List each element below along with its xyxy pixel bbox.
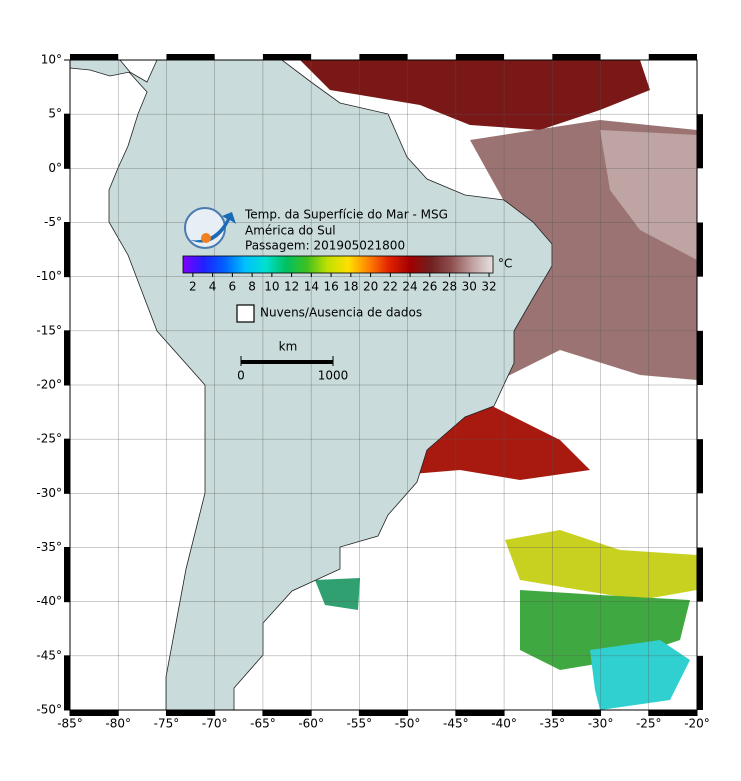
frame-block [64,222,70,277]
legend-swatch [236,304,255,323]
y-tick-label: 10° [41,53,62,67]
colorbar-tick-label: 16 [323,280,338,294]
colorbar-unit: °C [498,257,512,271]
sst-east-light [600,130,697,260]
y-tick-label: -5° [44,215,62,229]
frame-block [552,54,601,60]
colorbar-tick-label: 26 [422,280,437,294]
logo [184,207,236,249]
x-tick-label: -70° [202,717,228,731]
frame-block [64,330,70,385]
colorbar-tick-label: 12 [284,280,299,294]
colorbar-tick-label: 28 [442,280,457,294]
x-tick-label: -45° [443,717,469,731]
colorbar-tick-label: 6 [229,280,237,294]
frame-block [64,439,70,494]
x-tick-label: -65° [250,717,276,731]
y-tick-label: -15° [36,323,62,337]
colorbar-tick-label: 30 [462,280,477,294]
x-tick-label: -85° [57,717,83,731]
frame-block [64,114,70,169]
colorbar-tick-label: 32 [481,280,496,294]
colorbar-tick-label: 2 [189,280,197,294]
frame-block [166,710,215,716]
colorbar-tick-label: 20 [363,280,378,294]
x-tick-label: -60° [298,717,324,731]
y-tick-label: -30° [36,486,62,500]
title-line: América do Sul [245,224,336,238]
scale-unit: km [279,340,298,354]
scale-bar [241,360,333,364]
y-tick-label: -10° [36,269,62,283]
frame-block [552,710,601,716]
x-tick-label: -80° [105,717,131,731]
frame-block [697,222,703,277]
x-tick-label: -25° [636,717,662,731]
colorbar-tick-label: 4 [209,280,217,294]
frame-block [166,54,215,60]
colorbar-tick-label: 24 [402,280,417,294]
y-tick-label: -35° [36,540,62,554]
y-tick-label: -40° [36,594,62,608]
colorbar-tick-label: 10 [264,280,279,294]
x-tick-label: -50° [395,717,421,731]
scale-tick-label: 0 [237,369,245,383]
colorbar-tick-label: 18 [343,280,358,294]
sst-small-green [315,578,360,610]
x-tick-label: -55° [347,717,373,731]
x-tick-label: -20° [684,717,710,731]
colorbar-tick-label: 14 [304,280,319,294]
x-tick-label: -35° [540,717,566,731]
frame-block [648,710,697,716]
frame-block [697,330,703,385]
frame-block [455,54,505,60]
scale-tick-label: 1000 [318,369,349,383]
frame-block [64,655,70,710]
frame-block [697,114,703,169]
y-tick-label: 5° [48,107,62,121]
colorbar-tick-label: 22 [383,280,398,294]
frame-block [70,54,119,60]
x-tick-label: -40° [491,717,517,731]
frame-block [697,655,703,710]
legend-label: Nuvens/Ausencia de dados [260,306,422,320]
y-tick-label: 0° [48,161,62,175]
sst-warm-north [300,60,650,130]
y-tick-label: -25° [36,432,62,446]
frame-block [455,710,505,716]
frame-block [262,710,312,716]
colorbar-tick-label: 8 [248,280,256,294]
frame-block [359,54,408,60]
colorbar [182,255,494,274]
frame-block [697,547,703,602]
sst-field [300,60,697,710]
title-line: Temp. da Superfície do Mar - MSG [244,208,448,222]
central-america [69,59,131,77]
frame-block [262,54,312,60]
title-line: Passagem: 201905021800 [245,239,405,253]
frame-block [359,710,408,716]
x-tick-label: -30° [588,717,614,731]
x-tick-label: -75° [154,717,180,731]
sst-cyan [590,640,690,710]
frame-block [64,547,70,602]
y-tick-label: -45° [36,648,62,662]
frame-block [697,439,703,494]
frame-block [648,54,697,60]
y-tick-label: -20° [36,378,62,392]
y-tick-label: -50° [36,703,62,717]
sst-yellow [505,530,697,600]
frame-block [70,710,119,716]
